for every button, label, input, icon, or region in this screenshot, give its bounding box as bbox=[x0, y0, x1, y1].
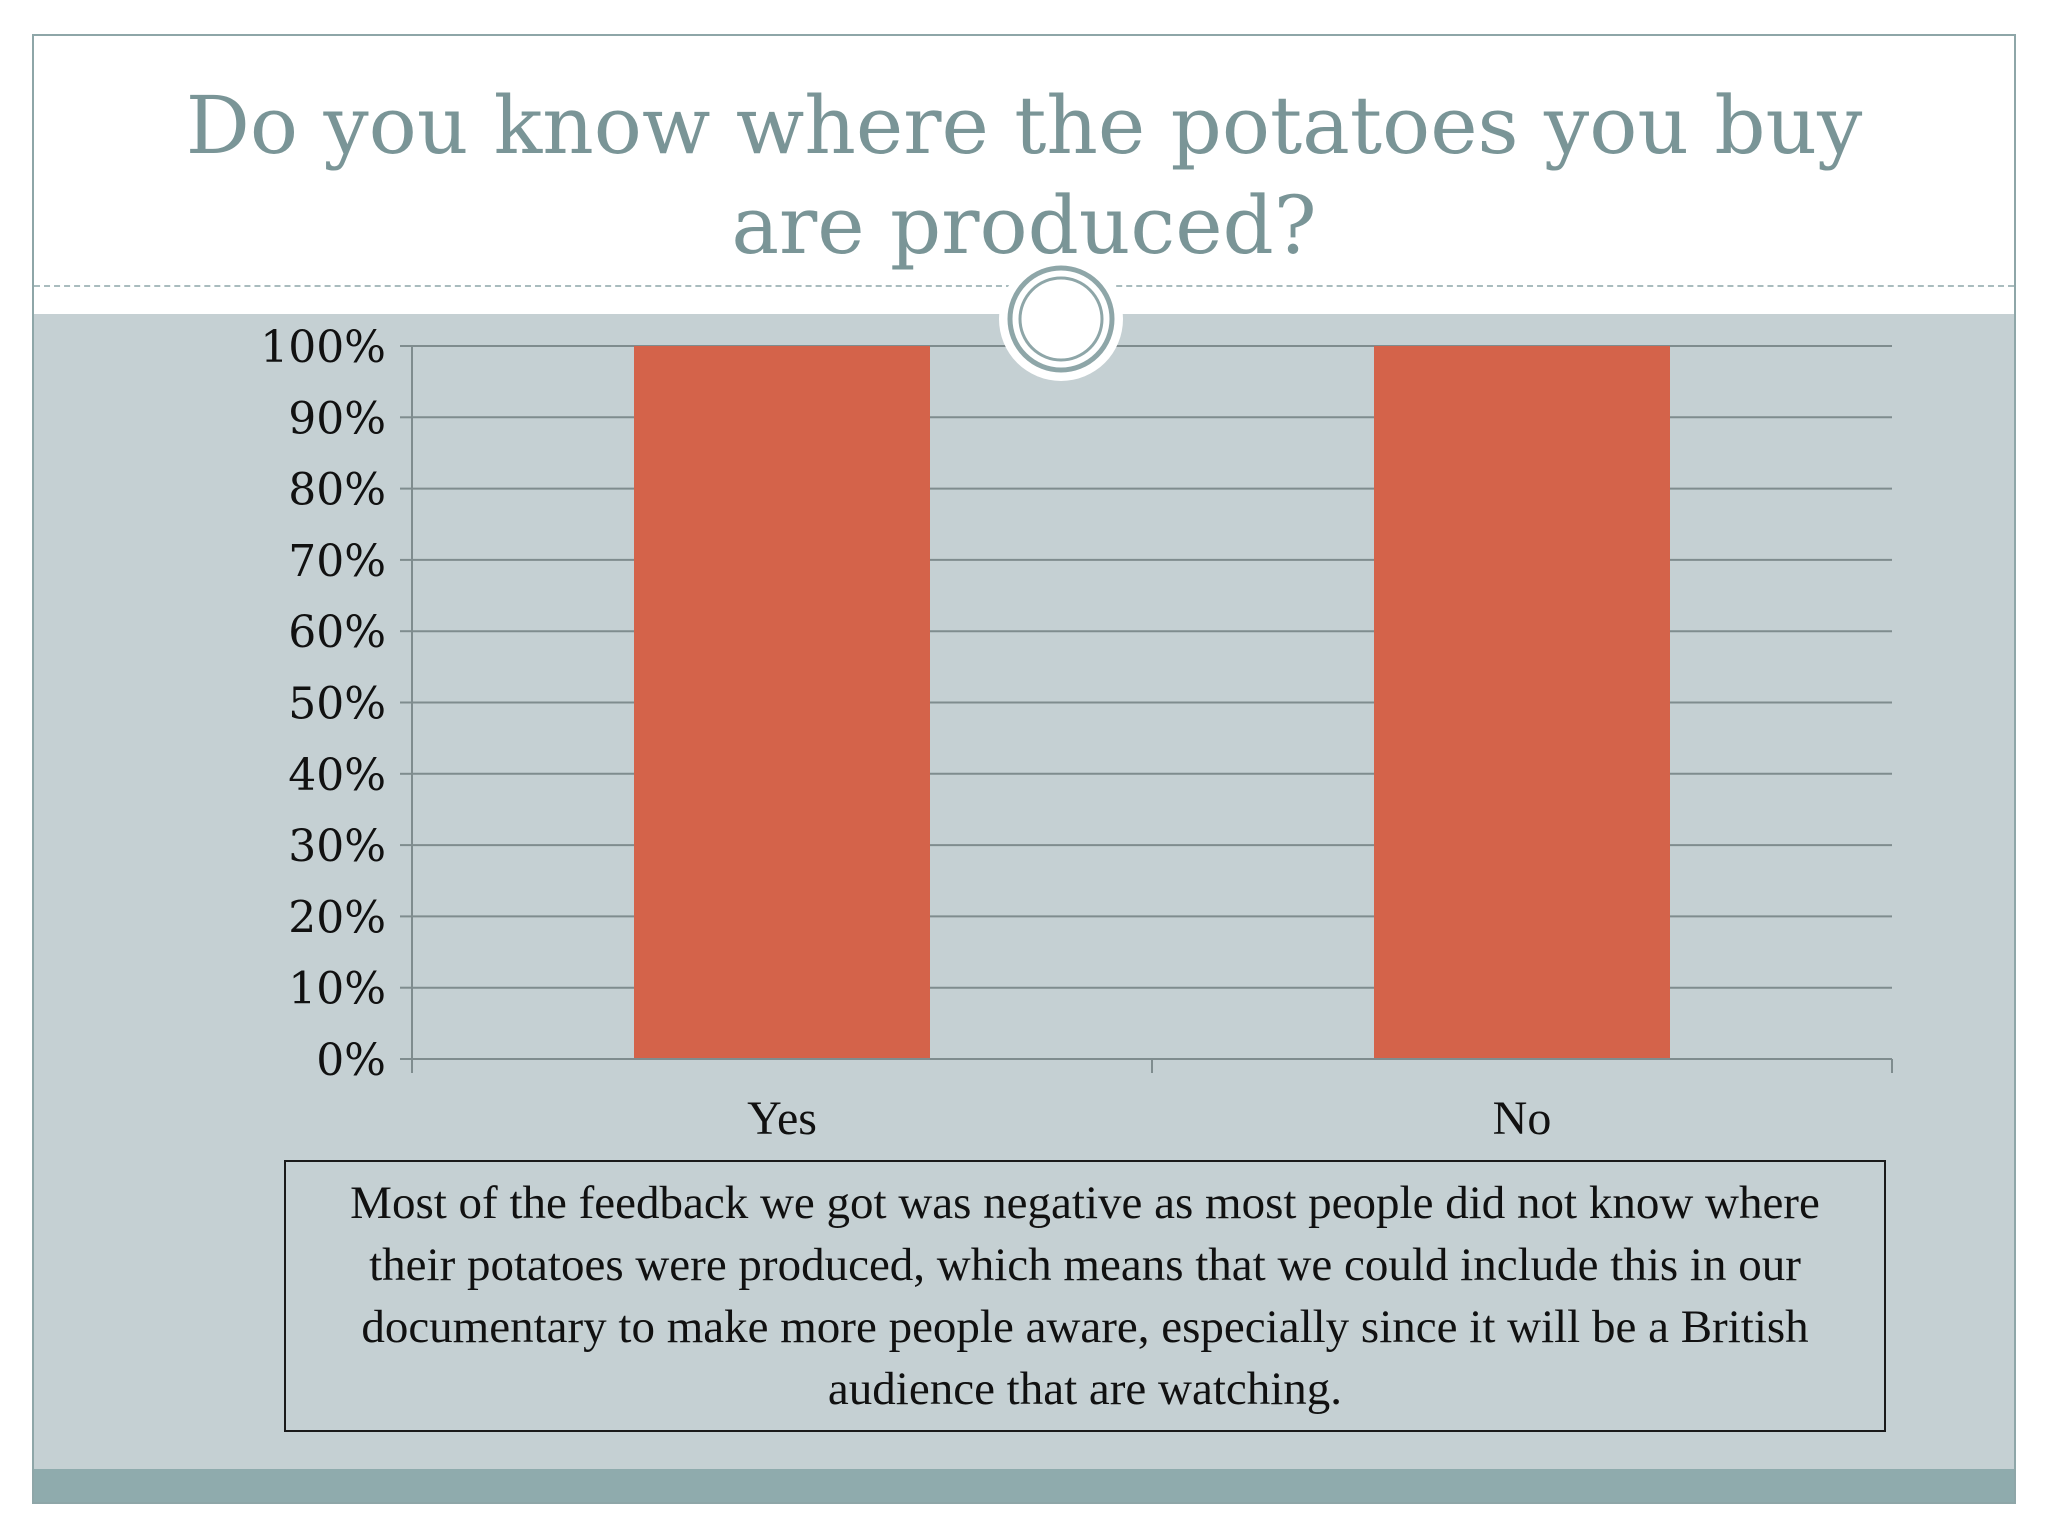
y-tick-label: 70% bbox=[288, 536, 386, 587]
slide-title: Do you know where the potatoes you buy a… bbox=[185, 79, 1863, 272]
chart-x-tick-labels: Yes No bbox=[747, 1092, 1551, 1145]
circle-ornament-icon bbox=[999, 257, 1123, 381]
y-tick-label: 10% bbox=[288, 964, 386, 1015]
chart-axes bbox=[400, 345, 1893, 1073]
y-tick-label: 90% bbox=[288, 393, 386, 444]
y-tick-label: 40% bbox=[288, 750, 386, 801]
caption-text: Most of the feedback we got was negative… bbox=[350, 1177, 1820, 1415]
y-tick-label: 100% bbox=[260, 322, 386, 373]
y-tick-label: 80% bbox=[288, 465, 386, 516]
content-band bbox=[34, 314, 2014, 1469]
bar-chart: 0% 10% 20% 30% 40% 50% 60% 70% 80% 90% 100% Yes No bbox=[260, 322, 1893, 1145]
y-tick-label: 50% bbox=[288, 679, 386, 730]
bar-no bbox=[1374, 346, 1670, 1059]
chart-bars bbox=[634, 346, 1670, 1059]
y-tick-label: 30% bbox=[288, 821, 386, 872]
slide: Do you know where the potatoes you buy a… bbox=[32, 34, 2016, 1504]
y-tick-label: 0% bbox=[316, 1035, 386, 1086]
y-tick-label: 20% bbox=[288, 892, 386, 943]
footer-band bbox=[34, 1469, 2014, 1502]
caption-box: Most of the feedback we got was negative… bbox=[284, 1160, 1886, 1432]
bar-yes bbox=[634, 346, 930, 1059]
y-tick-label: 60% bbox=[288, 607, 386, 658]
x-tick-label: Yes bbox=[747, 1092, 817, 1145]
chart-y-tick-labels: 0% 10% 20% 30% 40% 50% 60% 70% 80% 90% 100% bbox=[260, 322, 386, 1086]
x-tick-label: No bbox=[1493, 1092, 1552, 1145]
